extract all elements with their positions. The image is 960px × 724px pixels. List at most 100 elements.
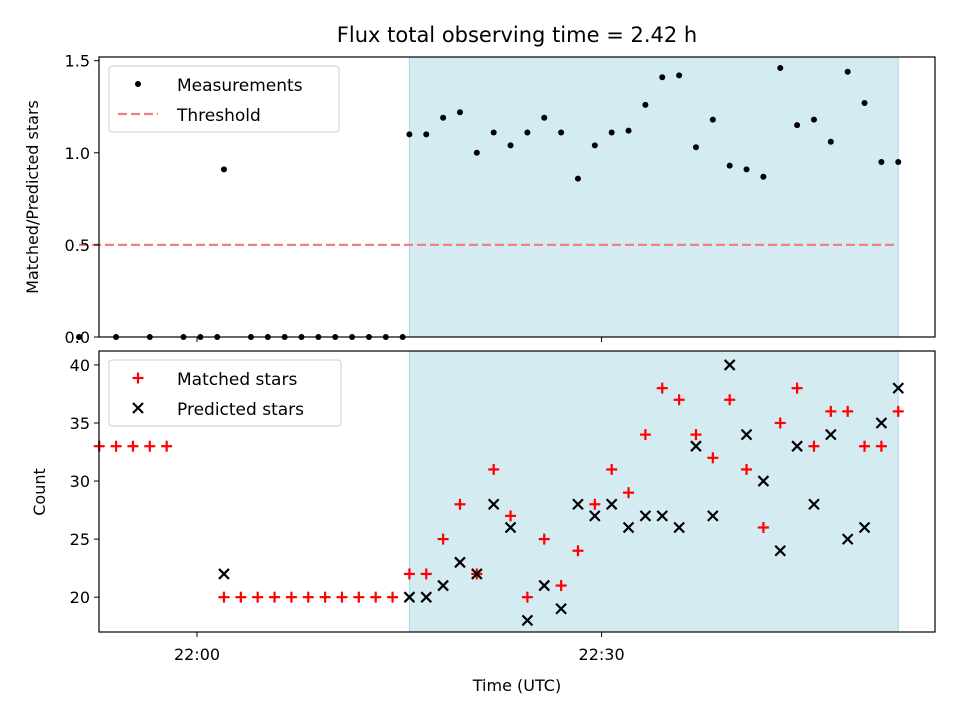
matched-star-point — [420, 568, 432, 580]
top-ylabel: Matched/Predicted stars — [23, 100, 42, 294]
matched-star-point — [218, 591, 230, 603]
measurement-point — [524, 129, 531, 136]
measurement-point — [676, 72, 683, 79]
measurement-point — [726, 162, 733, 169]
measurement-point — [406, 131, 413, 138]
measurement-point — [76, 334, 82, 340]
predicted-star-point — [656, 510, 669, 522]
bottom-xlabel: Time (UTC) — [472, 676, 561, 695]
predicted-star-point — [555, 602, 567, 615]
top-shaded-region — [408, 56, 899, 338]
predicted-star-point — [605, 498, 618, 511]
measurement-point — [743, 166, 750, 173]
matched-star-point — [161, 440, 173, 452]
predicted-star-point — [808, 498, 820, 511]
matched-star-point — [235, 591, 247, 603]
measurement-point — [608, 129, 615, 136]
matched-star-point — [110, 440, 122, 452]
predicted-star-point — [825, 428, 837, 441]
matched-star-point — [875, 440, 887, 452]
predicted-star-point — [892, 382, 905, 394]
measurement-point — [794, 122, 801, 129]
matched-star-point — [437, 533, 449, 545]
predicted-star-point — [538, 579, 551, 592]
matched-star-point — [690, 429, 702, 441]
measurement-point — [473, 149, 480, 156]
matched-star-point — [572, 545, 584, 557]
top-legend-label: Threshold — [176, 106, 261, 126]
matched-star-point — [791, 382, 803, 394]
measurement-point — [709, 116, 716, 123]
matched-star-point — [656, 382, 668, 394]
matched-star-point — [353, 591, 365, 603]
predicted-star-point — [673, 521, 685, 534]
predicted-star-point — [690, 440, 702, 452]
predicted-star-point — [707, 510, 719, 522]
bottom-ytick-label: 35 — [70, 414, 90, 433]
measurement-point — [777, 65, 784, 72]
bottom-xtick-label: 22:30 — [579, 645, 625, 664]
top-panel: 0.0 0.5 1.0 1.5 Measurements Threshold — [65, 52, 936, 347]
predicted-star-point — [858, 521, 871, 534]
bottom-legend-label: Matched stars — [177, 370, 297, 390]
measurement-point — [574, 175, 581, 182]
bottom-axes-frame — [98, 350, 936, 633]
measurement-point — [844, 68, 851, 75]
predicted-star-point — [504, 521, 517, 534]
measurement-point — [878, 159, 885, 165]
matched-star-point — [403, 568, 415, 580]
matched-star-point — [370, 591, 382, 603]
matched-star-point — [606, 463, 618, 475]
top-legend-label: Measurements — [177, 76, 303, 96]
matched-star-point — [319, 591, 331, 603]
bottom-ytick-label: 25 — [70, 530, 90, 549]
measurement-point — [625, 127, 632, 134]
bottom-legend: Matched stars Predicted stars — [108, 359, 342, 427]
matched-star-point — [589, 498, 601, 510]
measurement-point — [827, 138, 834, 145]
bottom-ytick-label: 30 — [70, 472, 90, 491]
bottom-ylabel: Count — [30, 468, 49, 516]
top-chart-title: Flux total observing time = 2.42 h — [337, 23, 697, 47]
bottom-ytick-label: 20 — [70, 588, 90, 607]
matched-star-point — [673, 394, 685, 406]
predicted-star-point — [723, 359, 736, 371]
predicted-star-point — [437, 579, 449, 592]
measurement-point — [861, 100, 868, 107]
predicted-star-point — [218, 568, 230, 580]
predicted-star-point — [757, 475, 770, 487]
predicted-star-point — [487, 498, 500, 511]
matched-star-point — [505, 510, 517, 522]
matched-star-point — [757, 521, 769, 533]
predicted-star-point — [875, 417, 888, 429]
measurement-point — [591, 142, 598, 149]
matched-star-point — [538, 533, 550, 545]
matched-star-point — [127, 440, 139, 452]
bottom-legend-label: Predicted stars — [177, 400, 304, 420]
measurement-point — [810, 116, 817, 123]
matched-star-point — [825, 405, 837, 417]
matched-star-point — [488, 463, 500, 475]
matched-star-point — [623, 487, 635, 499]
bottom-ytick-label: 40 — [70, 356, 90, 375]
matched-star-point — [302, 591, 314, 603]
top-legend: Measurements Threshold — [108, 65, 340, 133]
measurement-point — [456, 109, 463, 116]
measurement-point — [541, 114, 548, 121]
measurement-point — [642, 101, 649, 108]
bottom-shaded-region — [408, 350, 899, 633]
matched-star-point — [521, 591, 533, 603]
matched-star-point — [269, 591, 281, 603]
measurement-point — [692, 144, 699, 151]
measurement-point — [558, 129, 565, 136]
predicted-star-point — [403, 591, 416, 603]
matched-star-point — [336, 591, 348, 603]
matched-star-point — [639, 429, 651, 441]
matched-star-point — [859, 440, 871, 452]
predicted-star-point — [471, 568, 483, 580]
predicted-star-point — [589, 510, 601, 522]
measurement-point — [490, 129, 497, 136]
matched-star-point — [285, 591, 297, 603]
matched-star-point — [454, 498, 466, 510]
